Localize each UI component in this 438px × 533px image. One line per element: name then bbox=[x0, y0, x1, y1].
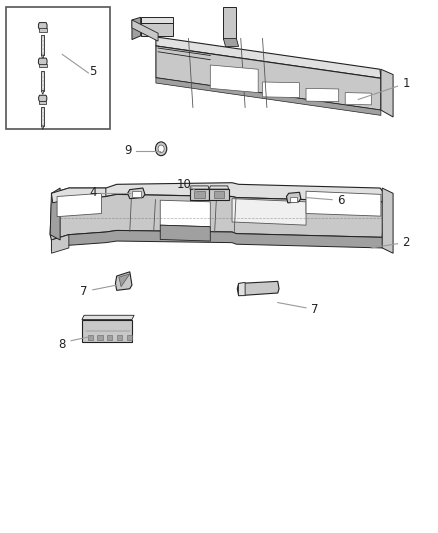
Text: 1: 1 bbox=[403, 77, 410, 90]
Text: 7: 7 bbox=[80, 286, 88, 298]
Bar bbox=[88, 335, 93, 340]
Polygon shape bbox=[42, 126, 44, 130]
Polygon shape bbox=[223, 38, 239, 46]
Polygon shape bbox=[42, 91, 44, 94]
Polygon shape bbox=[39, 95, 47, 102]
Polygon shape bbox=[190, 189, 209, 200]
Polygon shape bbox=[39, 58, 47, 65]
Text: 10: 10 bbox=[177, 178, 191, 191]
Polygon shape bbox=[209, 186, 229, 189]
Polygon shape bbox=[39, 22, 47, 29]
Polygon shape bbox=[190, 186, 209, 189]
Polygon shape bbox=[223, 7, 237, 38]
Polygon shape bbox=[232, 199, 306, 225]
Polygon shape bbox=[156, 78, 381, 115]
Text: 7: 7 bbox=[311, 303, 318, 317]
Circle shape bbox=[155, 142, 167, 156]
Bar bbox=[41, 70, 45, 91]
Polygon shape bbox=[141, 17, 173, 22]
Polygon shape bbox=[156, 37, 381, 78]
Polygon shape bbox=[51, 235, 69, 253]
Polygon shape bbox=[382, 188, 393, 253]
Bar bbox=[132, 191, 141, 197]
Text: 6: 6 bbox=[337, 193, 345, 207]
Bar bbox=[39, 28, 46, 31]
Polygon shape bbox=[345, 93, 371, 105]
Polygon shape bbox=[141, 22, 173, 36]
Polygon shape bbox=[306, 88, 339, 102]
Polygon shape bbox=[127, 188, 145, 199]
Bar bbox=[39, 64, 46, 67]
Bar bbox=[41, 107, 44, 126]
Polygon shape bbox=[50, 188, 60, 240]
Bar bbox=[127, 335, 132, 340]
Bar bbox=[6, 7, 110, 128]
Polygon shape bbox=[51, 230, 385, 251]
Polygon shape bbox=[286, 192, 301, 203]
Polygon shape bbox=[132, 17, 141, 39]
Text: 5: 5 bbox=[89, 65, 96, 78]
Polygon shape bbox=[132, 20, 158, 41]
Polygon shape bbox=[156, 46, 381, 110]
Bar bbox=[194, 191, 205, 198]
Bar bbox=[97, 335, 102, 340]
Polygon shape bbox=[237, 281, 279, 296]
Circle shape bbox=[158, 145, 164, 152]
Text: 4: 4 bbox=[89, 186, 96, 199]
Polygon shape bbox=[262, 82, 300, 98]
Polygon shape bbox=[239, 282, 245, 296]
Bar bbox=[39, 101, 46, 104]
Bar bbox=[290, 197, 297, 202]
Polygon shape bbox=[306, 191, 381, 216]
Text: 9: 9 bbox=[124, 144, 131, 157]
Polygon shape bbox=[42, 55, 44, 59]
Polygon shape bbox=[160, 200, 210, 227]
Polygon shape bbox=[51, 183, 385, 203]
Bar bbox=[214, 191, 224, 198]
Polygon shape bbox=[50, 195, 385, 240]
Polygon shape bbox=[160, 225, 210, 241]
Text: 2: 2 bbox=[403, 236, 410, 249]
Polygon shape bbox=[209, 189, 229, 200]
Polygon shape bbox=[210, 65, 258, 93]
Polygon shape bbox=[51, 188, 106, 203]
Polygon shape bbox=[381, 69, 393, 117]
Text: 8: 8 bbox=[59, 338, 66, 351]
Bar bbox=[82, 319, 132, 342]
Polygon shape bbox=[116, 272, 132, 290]
Bar bbox=[107, 335, 113, 340]
Bar bbox=[117, 335, 122, 340]
Polygon shape bbox=[57, 193, 102, 216]
Bar bbox=[41, 35, 45, 55]
Polygon shape bbox=[119, 274, 130, 287]
Polygon shape bbox=[82, 316, 134, 319]
